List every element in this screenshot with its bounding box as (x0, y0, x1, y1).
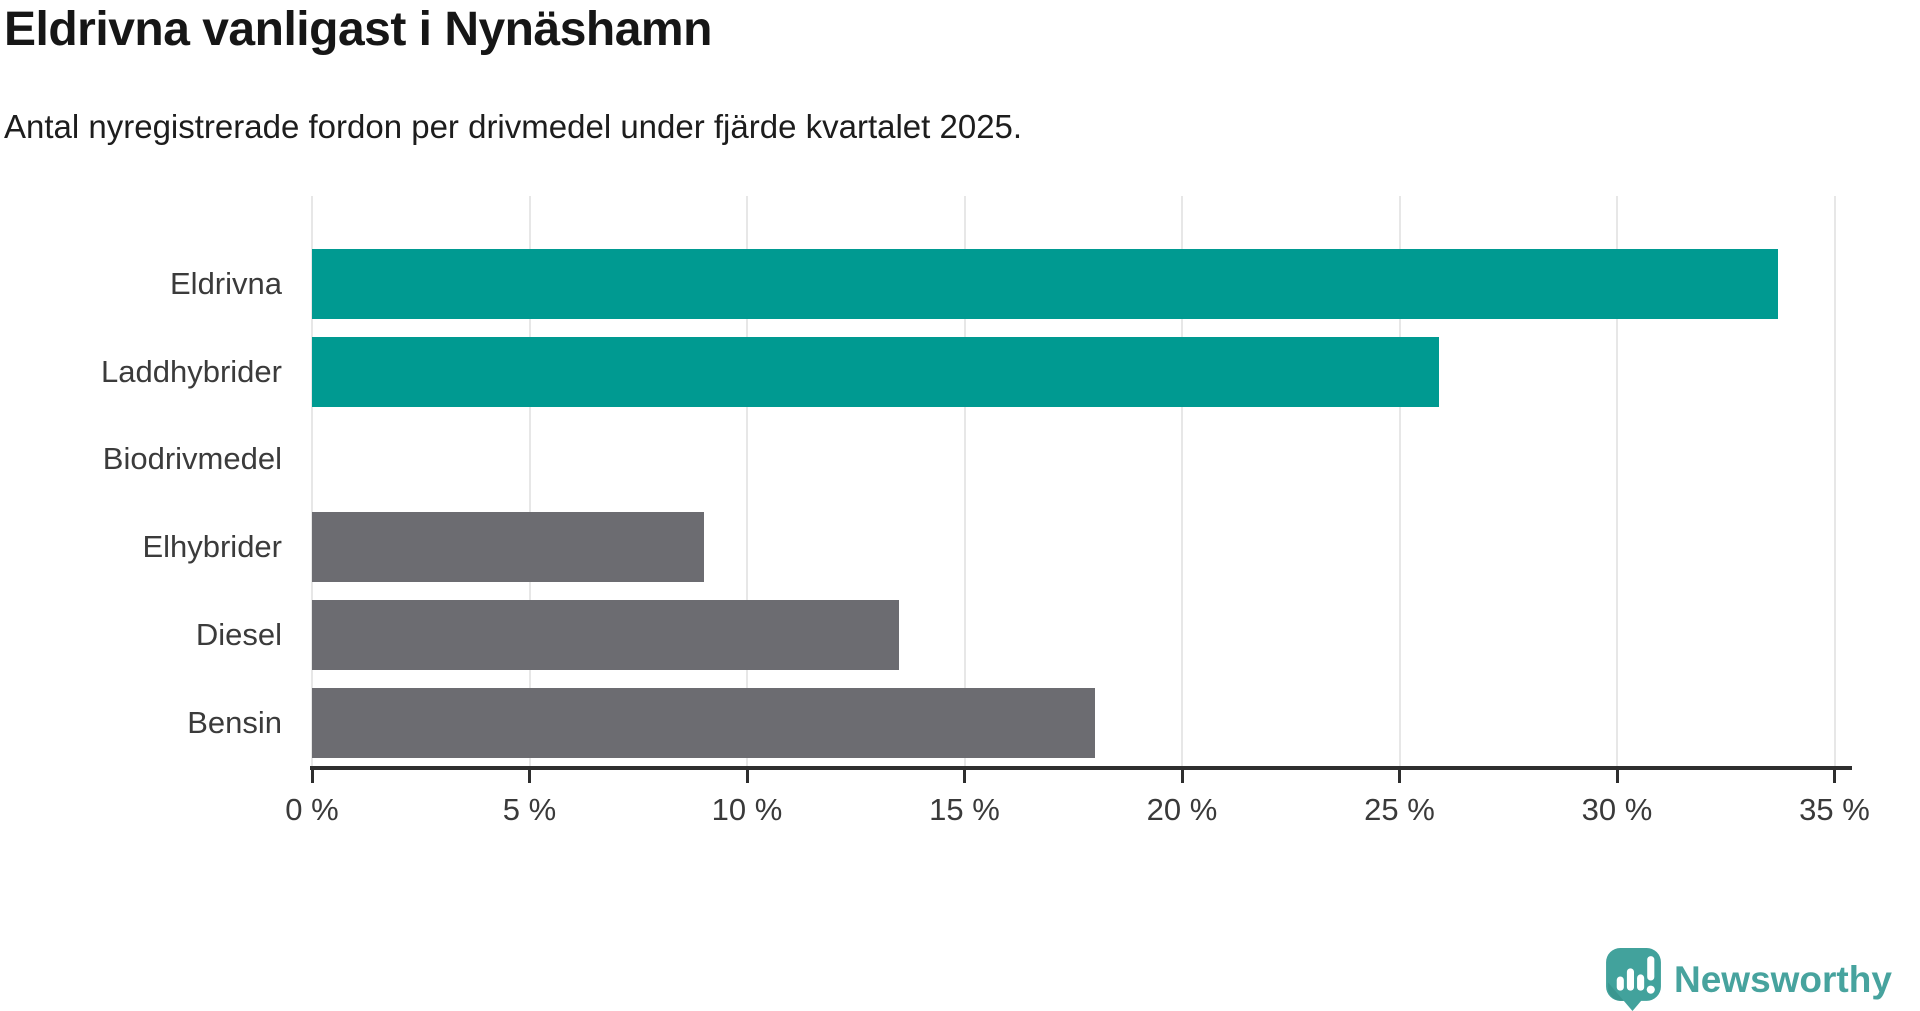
bar (312, 249, 1778, 319)
x-axis-tick (1615, 770, 1619, 783)
x-axis-tick-label: 15 % (929, 792, 1000, 827)
x-axis-tick-label: 20 % (1146, 792, 1218, 827)
x-axis-line (310, 766, 1852, 770)
x-gridline (963, 196, 966, 766)
x-axis-tick (310, 770, 314, 783)
x-gridline (1616, 196, 1618, 766)
x-axis-tick (1180, 770, 1184, 783)
chart-title: Eldrivna vanligast i Nynäshamn (4, 3, 712, 56)
x-axis-tick (1833, 770, 1836, 783)
x-axis-tick-label: 30 % (1581, 792, 1653, 827)
category-label: Elhybrider (142, 529, 282, 565)
x-gridline (1181, 196, 1183, 766)
bar (312, 512, 704, 583)
x-axis-tick-label: 10 % (711, 792, 783, 827)
category-label: Bensin (187, 704, 282, 740)
newsworthy-brand: Newsworthy (1606, 948, 1892, 1011)
bar-chart-plot-area: Eldrivna Laddhybrider Biodrivmedel Elhybrid… (0, 196, 1920, 856)
x-axis-tick-label: 0 % (285, 792, 339, 827)
x-gridline (528, 196, 531, 766)
x-axis-tick (1398, 770, 1401, 783)
category-label: Eldrivna (170, 266, 282, 301)
bar (312, 599, 900, 670)
newsworthy-logo-icon (1606, 948, 1661, 1011)
x-axis-tick (528, 770, 531, 783)
x-gridline (1833, 196, 1836, 766)
x-axis-tick (963, 770, 966, 783)
x-axis-tick-label: 5 % (502, 792, 557, 827)
x-axis-tick-label: 35 % (1799, 792, 1870, 827)
category-label: Laddhybrider (101, 353, 282, 389)
chart-subtitle: Antal nyregistrerade fordon per drivmede… (4, 108, 1023, 145)
category-label: Biodrivmedel (102, 441, 282, 477)
x-axis-tick-label: 25 % (1364, 792, 1435, 827)
bar (312, 336, 1439, 407)
newsworthy-brand-name: Newsworthy (1674, 958, 1892, 1000)
bar (312, 687, 1095, 758)
category-label: Diesel (195, 616, 282, 652)
x-axis-tick (745, 770, 749, 783)
x-gridline (746, 196, 748, 766)
x-gridline (1398, 196, 1401, 766)
x-gridline (311, 196, 313, 766)
